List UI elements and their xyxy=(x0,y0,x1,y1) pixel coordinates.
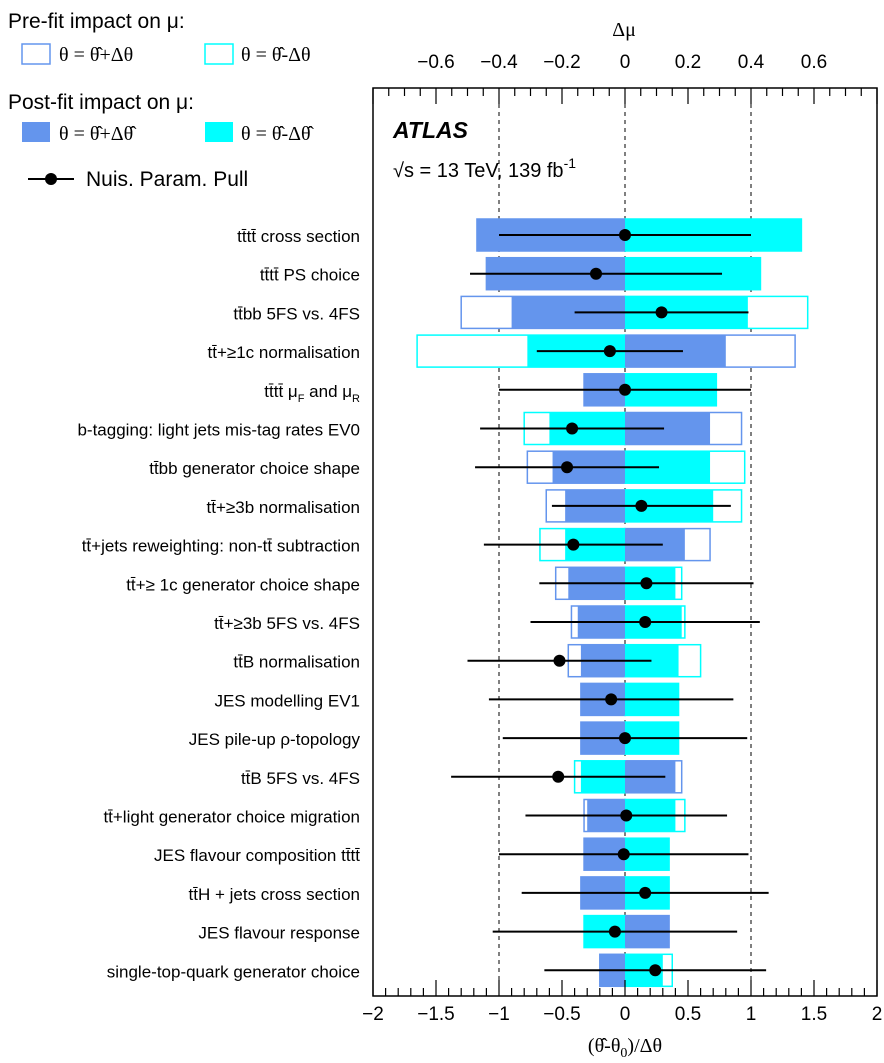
legend-pull-label: Nuis. Param. Pull xyxy=(86,168,248,191)
top-axis-title: Δμ xyxy=(612,19,636,41)
bottom-tick-label: 1.5 xyxy=(801,1004,827,1025)
pull-marker-12 xyxy=(605,693,618,706)
parameter-label-12: JES modelling EV1 xyxy=(214,691,360,710)
pull-marker-10 xyxy=(639,616,652,628)
legend-postfit-title: Post-fit impact on μ: xyxy=(8,91,194,114)
pull-marker-17 xyxy=(639,886,652,899)
pull-marker-13 xyxy=(619,732,631,745)
bottom-axis-title-sub: 0 xyxy=(620,1046,627,1061)
top-tick-label: −0.6 xyxy=(417,52,455,73)
pull-marker-5 xyxy=(566,422,579,435)
bottom-tick-label: 0.5 xyxy=(675,1004,701,1025)
bottom-axis-title-pre: (θ̂-θ xyxy=(588,1035,620,1057)
pull-marker-14 xyxy=(552,770,565,783)
bottom-tick-label: −1 xyxy=(488,1004,510,1025)
parameter-labels: tt̄tt̄ cross section tt̄tt̄ PS choice tt̄b… xyxy=(77,227,360,981)
legend-pull-marker xyxy=(45,173,57,185)
parameter-label-14: tt̄B 5FS vs. 4FS xyxy=(241,769,360,788)
pull-marker-18 xyxy=(608,925,621,938)
parameter-label-13: JES pile-up ρ-topology xyxy=(189,730,361,749)
energy-label: √s = 13 TeV, 139 fb xyxy=(393,160,564,182)
impact-bars xyxy=(416,218,809,988)
legend-postfit-minus-label: θ = θ̂-Δθ̂ xyxy=(241,123,315,145)
parameter-label-3: tt̄+≥1c normalisation xyxy=(208,343,361,362)
legend-prefit-plus-label: θ = θ̂+Δθ xyxy=(59,44,133,66)
legend: Pre-fit impact on μ: θ = θ̂+Δθ θ = θ̂-Δθ… xyxy=(8,10,315,191)
parameter-label-0: tt̄tt̄ cross section xyxy=(237,227,360,246)
parameter-label-4: tt̄tt̄ μF and μR xyxy=(264,382,360,405)
top-tick-label: −0.4 xyxy=(480,52,518,73)
legend-prefit-title: Pre-fit impact on μ: xyxy=(8,10,185,33)
parameter-label-6: tt̄bb generator choice shape xyxy=(149,459,360,478)
experiment-label: ATLAS xyxy=(392,117,469,143)
legend-postfit-plus-label: θ = θ̂+Δθ̂ xyxy=(59,123,137,145)
top-tick-label: 0 xyxy=(620,52,631,73)
pull-marker-6 xyxy=(561,461,574,474)
parameter-label-11: tt̄B normalisation xyxy=(233,653,360,672)
legend-prefit-minus-label: θ = θ̂-Δθ xyxy=(241,44,311,66)
pull-marker-3 xyxy=(603,345,616,358)
legend-postfit-minus-swatch xyxy=(205,122,233,142)
parameter-label-part: μ xyxy=(342,382,352,401)
pull-marker-19 xyxy=(649,964,662,977)
parameter-label-part: μ xyxy=(288,382,298,401)
parameter-label-17: tt̄H + jets cross section xyxy=(189,885,360,904)
parameter-label-16: JES flavour composition tt̄tt̄ xyxy=(154,846,360,865)
legend-prefit-minus-swatch xyxy=(204,43,234,65)
top-tick-label: −0.2 xyxy=(543,52,581,73)
bottom-tick-label: 0 xyxy=(620,1004,631,1025)
axis-ticks: −2 −1.5 −1 −0.5 0 0.5 1 1.5 2 −0.6 −0.4 −0.2 0 0.2 0.4… xyxy=(362,52,882,1025)
parameter-label-10: tt̄+≥3b 5FS vs. 4FS xyxy=(214,614,360,633)
parameter-label-part: R xyxy=(352,393,360,405)
pull-marker-16 xyxy=(617,848,630,861)
top-tick-label: 0.4 xyxy=(738,52,765,73)
parameter-label-15: tt̄+light generator choice migration xyxy=(103,808,360,827)
bottom-tick-label: 1 xyxy=(746,1004,757,1025)
pull-marker-0 xyxy=(619,229,631,241)
bottom-axis-title: (θ̂-θ0)/Δθ xyxy=(588,1035,662,1061)
parameter-label-1: tt̄tt̄ PS choice xyxy=(260,266,360,285)
bottom-tick-label: −0.5 xyxy=(543,1004,581,1025)
pull-markers xyxy=(451,229,769,977)
top-tick-label: 0.2 xyxy=(675,52,701,73)
parameter-label-part: F xyxy=(298,393,305,405)
parameter-label-2: tt̄bb 5FS vs. 4FS xyxy=(233,304,360,323)
energy-lumi-label: √s = 13 TeV, 139 fb-1 xyxy=(393,155,576,182)
bottom-tick-label: −1.5 xyxy=(417,1004,455,1025)
legend-postfit-plus-swatch xyxy=(22,122,50,142)
lumi-exponent: -1 xyxy=(564,155,577,171)
parameter-label-19: single-top-quark generator choice xyxy=(107,962,360,981)
pull-marker-15 xyxy=(620,809,633,822)
parameter-label-8: tt̄+jets reweighting: non-tt̄ subtractio… xyxy=(82,537,360,556)
parameter-label-7: tt̄+≥3b normalisation xyxy=(207,498,360,517)
pull-marker-2 xyxy=(655,306,668,319)
pull-marker-7 xyxy=(635,499,648,512)
bottom-axis-title-post: )/Δθ xyxy=(627,1035,662,1057)
pull-marker-4 xyxy=(619,383,631,396)
parameter-label-18: JES flavour response xyxy=(198,924,360,943)
parameter-label-9: tt̄+≥ 1c generator choice shape xyxy=(126,575,360,594)
pull-marker-9 xyxy=(640,577,653,590)
pull-marker-8 xyxy=(567,538,580,551)
pull-marker-11 xyxy=(553,654,566,667)
parameter-label-part: and xyxy=(304,382,342,401)
parameter-label-5: b-tagging: light jets mis-tag rates EV0 xyxy=(77,421,360,440)
bottom-tick-label: −2 xyxy=(362,1004,384,1025)
legend-prefit-plus-swatch xyxy=(21,43,51,65)
bottom-tick-label: 2 xyxy=(872,1004,883,1025)
top-tick-label: 0.6 xyxy=(801,52,827,73)
pull-marker-1 xyxy=(590,267,603,280)
